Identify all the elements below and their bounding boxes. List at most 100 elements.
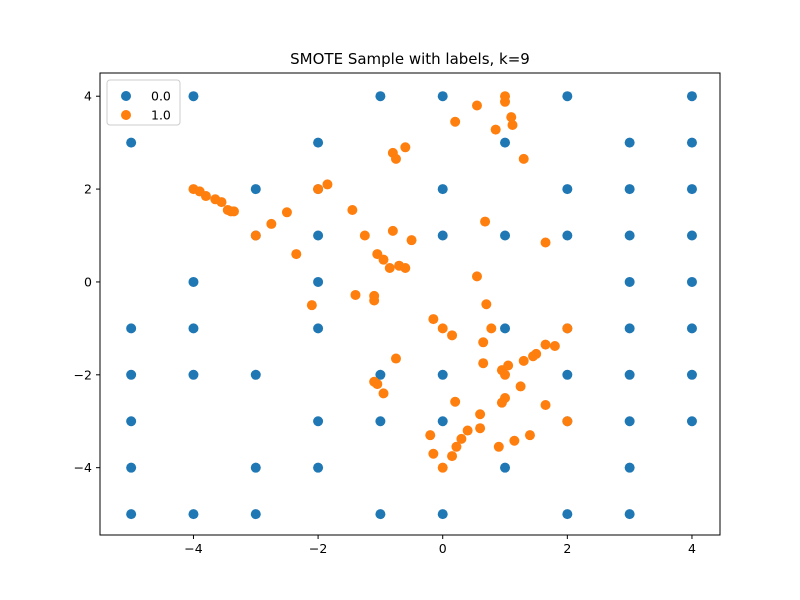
series-0-point-21 [624,230,635,241]
series-0-point-27 [126,323,137,334]
series-0-point-57 [375,509,386,520]
x-tick-label-3: 2 [563,541,571,556]
series-0-point-18 [437,230,448,241]
series-0-point-15 [686,184,697,195]
series-0-point-33 [686,323,697,334]
series-0-point-26 [686,276,697,287]
legend-marker-0 [121,91,131,101]
series-1-point-55 [496,397,507,408]
x-tick-label-2: 0 [439,541,447,556]
series-0-point-10 [250,184,261,195]
series-1-point-16 [350,289,361,300]
series-1-point-12 [313,184,324,195]
series-1-point-32 [378,388,389,399]
series-1-point-74 [509,435,520,446]
series-1-point-21 [378,254,389,265]
series-0-point-28 [188,323,199,334]
series-1-point-52 [500,369,511,380]
series-0-point-42 [126,416,137,427]
x-tick-label-0: −4 [184,541,202,556]
series-0-point-50 [250,462,261,473]
series-0-point-29 [313,323,324,334]
series-1-point-45 [428,314,439,325]
series-0-point-44 [375,416,386,427]
series-0-point-6 [313,137,324,148]
series-1-point-9 [266,218,277,229]
series-1-point-36 [490,124,501,135]
plot-frame [99,72,721,536]
series-1-point-23 [387,225,398,236]
series-1-point-70 [456,433,467,444]
x-tick-label-4: 4 [688,541,696,556]
series-1-point-43 [471,271,482,282]
series-0-point-45 [437,416,448,427]
series-1-point-61 [549,341,560,352]
series-0-point-23 [188,276,199,287]
series-1-point-46 [437,323,448,334]
series-1-point-31 [372,379,383,390]
series-0-point-22 [686,230,697,241]
series-0-point-1 [375,91,386,102]
series-1-point-49 [486,323,497,334]
series-1-point-34 [450,116,461,127]
series-1-point-50 [478,358,489,369]
series-0-point-54 [126,509,137,520]
y-tick-label-1: −2 [74,367,92,382]
series-1-point-53 [503,360,514,371]
series-1-point-73 [493,441,504,452]
series-0-point-52 [500,462,511,473]
series-1-point-29 [400,142,411,153]
series-1-point-56 [515,381,526,392]
series-1-point-47 [447,330,458,341]
series-1-point-2 [200,191,211,202]
series-0-point-13 [562,184,573,195]
series-1-point-69 [462,425,473,436]
series-1-point-71 [451,441,462,452]
points-layer [126,91,697,520]
series-1-point-39 [506,112,517,123]
series-0-point-32 [624,323,635,334]
series-0-point-39 [562,369,573,380]
series-1-point-44 [481,299,492,310]
series-1-point-4 [216,197,227,208]
series-1-point-14 [306,300,317,311]
series-1-point-72 [447,451,458,462]
y-tick-label-0: −4 [74,460,92,475]
series-0-point-36 [250,369,261,380]
series-0-point-34 [126,369,137,380]
series-0-point-9 [686,137,697,148]
series-1-point-60 [540,339,551,350]
series-0-point-30 [500,323,511,334]
series-0-point-59 [562,509,573,520]
series-1-point-13 [322,179,333,190]
series-1-point-77 [428,448,439,459]
y-tick-label-3: 2 [84,182,92,197]
series-0-point-12 [437,184,448,195]
x-tick-label-1: −2 [309,541,327,556]
series-1-point-25 [400,263,411,274]
series-0-point-24 [313,276,324,287]
series-0-point-53 [624,462,635,473]
series-0-point-49 [126,462,137,473]
series-0-point-40 [624,369,635,380]
series-0-point-35 [188,369,199,380]
series-0-point-41 [686,369,697,380]
series-1-point-59 [528,351,539,362]
series-1-point-48 [478,337,489,348]
series-1-point-78 [437,462,448,473]
series-1-point-68 [475,423,486,434]
series-0-point-25 [624,276,635,287]
series-0-point-7 [500,137,511,148]
series-1-point-67 [475,409,486,420]
series-0-point-58 [437,509,448,520]
series-1-point-10 [281,207,292,218]
series-1-point-40 [507,120,518,131]
series-0-point-43 [313,416,324,427]
series-0-point-14 [624,184,635,195]
series-1-point-63 [540,237,551,248]
series-1-point-11 [291,249,302,260]
series-1-point-35 [471,100,482,111]
series-0-point-48 [686,416,697,427]
series-0-point-37 [375,369,386,380]
